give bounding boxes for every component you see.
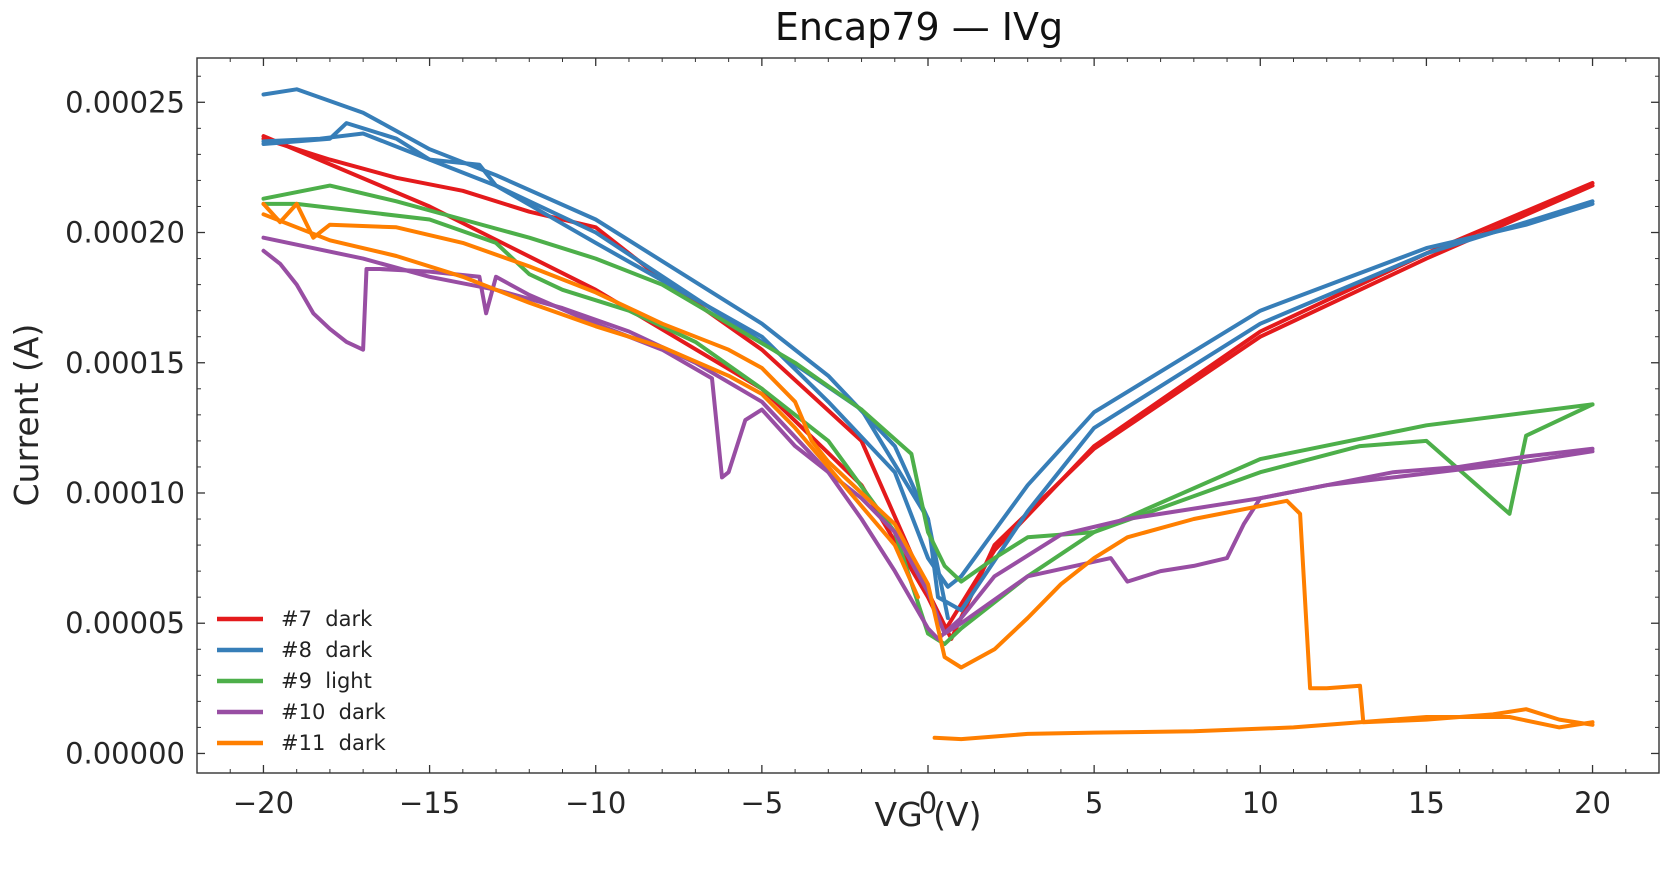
legend-label: #11 dark	[281, 731, 387, 755]
y-axis-label: Current (A)	[7, 324, 46, 507]
y-tick-label: 0.00005	[65, 606, 185, 640]
series-1-line-2	[261, 121, 950, 620]
y-tick-label: 0.00010	[65, 476, 185, 510]
x-tick-labels: −20 −15 −10 −5 0 5 10 15 20	[233, 786, 1611, 820]
y-tick-label: 0.00025	[65, 85, 185, 119]
x-tick-label: 10	[1242, 786, 1279, 820]
series-4-line-1	[932, 715, 1595, 742]
series-layer	[261, 87, 1595, 742]
y-tick-label: 0.00015	[65, 346, 185, 380]
series-2-line-0	[261, 183, 1595, 584]
tick-layer	[196, 58, 1660, 773]
series-1-line-0	[261, 87, 1595, 613]
legend-label: #8 dark	[281, 638, 373, 662]
x-tick-label: 15	[1408, 786, 1445, 820]
chart-title: Encap79 — IVg	[775, 5, 1063, 49]
x-tick-label: 20	[1574, 786, 1611, 820]
x-tick-label: −15	[399, 786, 460, 820]
y-tick-label: 0.00020	[65, 216, 185, 250]
series-3-line-0	[261, 248, 1595, 636]
x-tick-label: −20	[233, 786, 294, 820]
x-axis-label: VG (V)	[875, 795, 982, 834]
x-tick-label: 0	[919, 786, 937, 820]
legend-label: #7 dark	[281, 607, 373, 631]
x-tick-label: 5	[1085, 786, 1103, 820]
series-3-line-1	[261, 235, 1595, 641]
y-tick-labels: 0.00000 0.00005 0.00010 0.00015 0.00020 0.000…	[65, 85, 185, 770]
y-tick-label: 0.00000	[65, 736, 185, 770]
x-tick-label: −10	[565, 786, 626, 820]
legend-label: #10 dark	[281, 700, 387, 724]
legend: #7 dark #8 dark #9 light #10 dark #11 dark	[217, 607, 387, 755]
plot-frame	[196, 57, 1660, 774]
legend-label: #9 light	[281, 669, 372, 693]
series-2-line-1	[261, 201, 1595, 647]
series-0-line-1	[261, 136, 1595, 641]
x-tick-label: −5	[740, 786, 783, 820]
series-4-line-2	[261, 212, 920, 600]
series-4-line-0	[261, 201, 1595, 727]
plot-area	[196, 57, 1660, 774]
